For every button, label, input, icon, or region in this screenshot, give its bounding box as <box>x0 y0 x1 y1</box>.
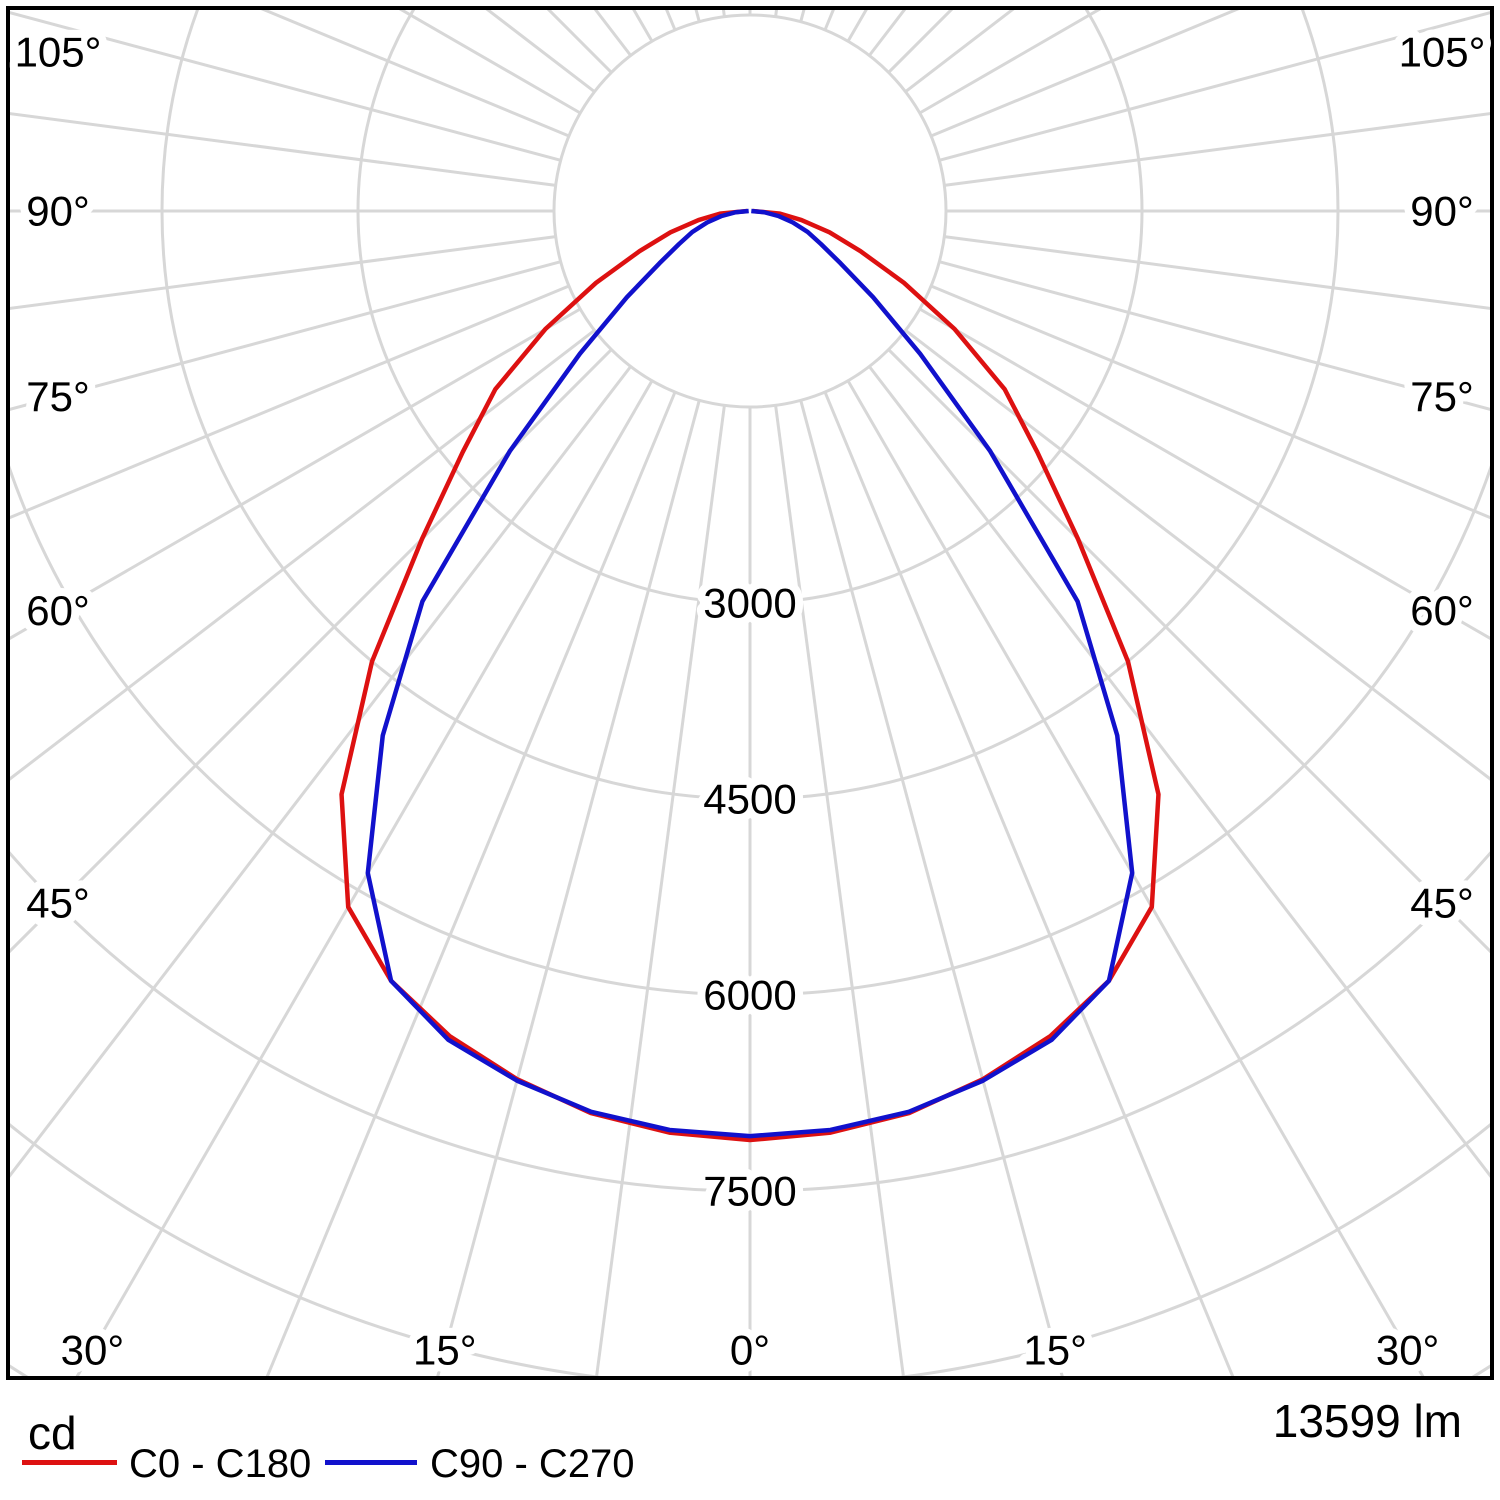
angle-label-left-30: 30° <box>61 1327 125 1374</box>
grid-ray-22.5 <box>823 391 1235 1376</box>
angle-label-right-15: 15° <box>1023 1327 1087 1374</box>
angle-label-left-60: 60° <box>26 587 90 634</box>
legend-label-c90-c270: C90 - C270 <box>430 1442 635 1486</box>
grid-ray-75 <box>938 260 1490 411</box>
curve-c90-c270 <box>365 208 1135 1139</box>
angle-label-left-15: 15° <box>413 1327 477 1374</box>
grid-ray-157.5 <box>823 10 835 31</box>
grid-ray-292.5 <box>10 284 570 520</box>
radial-label-3000: 3000 <box>703 580 796 627</box>
grid-ray-82.5 <box>944 235 1490 310</box>
angle-label-left-90: 90° <box>26 188 90 235</box>
angle-label-right-90: 90° <box>1410 188 1474 235</box>
grid-ray-300 <box>10 307 582 640</box>
grid-ray-30 <box>846 379 1425 1376</box>
grid-ray-352.5 <box>595 405 726 1376</box>
grid-ray-97.5 <box>944 112 1490 187</box>
angle-label-left-105: 105° <box>15 29 102 76</box>
angle-label-right-60: 60° <box>1410 587 1474 634</box>
legend-line-c90-c270 <box>325 1460 417 1465</box>
grid-ray-322.5 <box>10 365 632 1178</box>
total-luminous-flux: 13599 lm <box>1272 1395 1462 1447</box>
grid-circle-1500 <box>552 13 948 409</box>
grid-ray-15 <box>799 399 1064 1376</box>
grid-ray-202.5 <box>665 10 677 31</box>
grid-ray-112.5 <box>930 10 1240 138</box>
grid-ray-45 <box>887 348 1490 954</box>
grid-ray-337.5 <box>265 391 677 1376</box>
legend-line-c0-c180 <box>22 1460 117 1465</box>
radial-label-4500: 4500 <box>703 776 796 823</box>
grid-ray-7.5 <box>774 405 905 1376</box>
angle-label-left-75: 75° <box>26 373 90 420</box>
grid-ray-67.5 <box>930 284 1490 520</box>
grid-ray-345 <box>436 399 701 1376</box>
angle-label-right-45: 45° <box>1410 880 1474 927</box>
angle-label-right-30: 30° <box>1376 1327 1440 1374</box>
grid-ray-37.5 <box>868 365 1490 1178</box>
plot-frame <box>6 6 1494 1380</box>
angle-label-right-105: 105° <box>1399 29 1486 76</box>
grid-ray-315 <box>10 348 613 954</box>
curve-c0-c180 <box>339 208 1161 1143</box>
grid-ray-277.5 <box>10 235 556 310</box>
angle-label-left-45: 45° <box>26 880 90 927</box>
grid-ray-307.5 <box>10 329 596 781</box>
angle-label-right-75: 75° <box>1410 373 1474 420</box>
grid-ray-52.5 <box>904 329 1490 781</box>
grid-ray-330 <box>75 379 654 1376</box>
angle-label-0: 0° <box>730 1327 770 1374</box>
grid-ray-247.5 <box>260 10 570 138</box>
grid-ray-262.5 <box>10 112 556 187</box>
radial-label-7500: 7500 <box>703 1168 796 1215</box>
legend-label-c0-c180: C0 - C180 <box>129 1442 312 1486</box>
grid-ray-105 <box>938 11 1490 162</box>
grid-ray-60 <box>918 307 1490 640</box>
unit-label: cd <box>28 1407 77 1459</box>
radial-label-6000: 6000 <box>703 972 796 1019</box>
grid-ray-255 <box>10 11 562 162</box>
grid-ray-285 <box>10 260 562 411</box>
